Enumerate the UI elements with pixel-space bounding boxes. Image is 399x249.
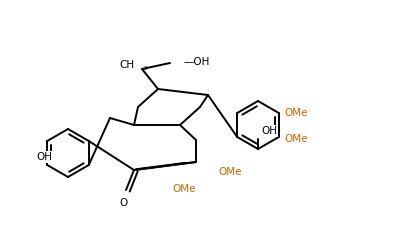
Text: —OH: —OH	[184, 57, 210, 67]
Text: OH: OH	[36, 152, 52, 162]
Text: OMe: OMe	[285, 134, 308, 144]
Text: $_2$: $_2$	[143, 63, 148, 72]
Text: OMe: OMe	[172, 184, 196, 194]
Text: OMe: OMe	[218, 167, 241, 177]
Text: O: O	[120, 198, 128, 208]
Text: OH: OH	[261, 126, 277, 136]
Text: OMe: OMe	[285, 108, 308, 118]
Text: CH: CH	[119, 60, 134, 70]
